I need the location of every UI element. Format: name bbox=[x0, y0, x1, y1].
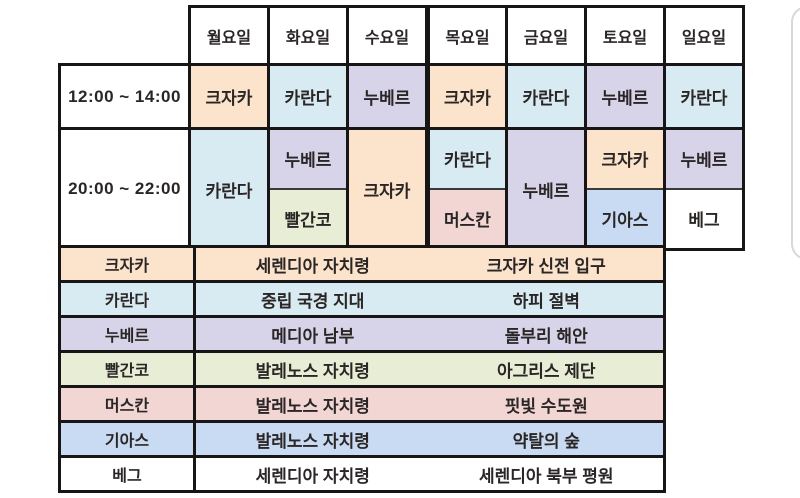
boss-cell: 머스칸 bbox=[426, 187, 508, 251]
boss-cell: 누베르 bbox=[663, 127, 745, 190]
legend-region-left: 세렌디아 자치령 bbox=[193, 455, 430, 493]
legend-row: 누베르 메디아 남부 돌부리 해안 bbox=[58, 315, 666, 353]
legend-boss-name: 카란다 bbox=[58, 280, 196, 318]
legend-boss-name: 머스칸 bbox=[58, 385, 196, 423]
boss-cell: 기아스 bbox=[584, 187, 666, 251]
boss-cell: 누베르 bbox=[505, 127, 587, 251]
boss-cell: 크자카 bbox=[426, 63, 508, 130]
legend-region-right: 약탈의 숲 bbox=[429, 420, 666, 458]
day-header-mon: 월요일 bbox=[188, 5, 270, 66]
boss-cell: 카란다 bbox=[267, 63, 349, 130]
corner-blank-cell bbox=[59, 6, 190, 65]
legend-region-right: 세렌디아 북부 평원 bbox=[429, 455, 666, 493]
legend-region-left: 메디아 남부 bbox=[193, 315, 430, 353]
legend-region-left: 세렌디아 자치령 bbox=[193, 245, 430, 283]
legend-region-left: 중립 국경 지대 bbox=[193, 280, 430, 318]
legend-row: 빨간코 발레노스 자치령 아그리스 제단 bbox=[58, 350, 666, 388]
legend-row: 크자카 세렌디아 자치령 크자카 신전 입구 bbox=[58, 245, 666, 283]
day-header-tue: 화요일 bbox=[267, 5, 349, 66]
day-header-sun: 일요일 bbox=[663, 5, 745, 66]
boss-cell: 크자카 bbox=[346, 127, 430, 251]
boss-cell: 크자카 bbox=[584, 127, 666, 190]
boss-cell: 카란다 bbox=[426, 127, 508, 190]
boss-cell: 베그 bbox=[663, 187, 745, 251]
legend-region-right: 아그리스 제단 bbox=[429, 350, 666, 388]
boss-cell: 크자카 bbox=[188, 63, 270, 130]
boss-cell: 누베르 bbox=[346, 63, 430, 130]
boss-cell: 카란다 bbox=[663, 63, 745, 130]
time-slot-label: 20:00 ~ 22:00 bbox=[58, 127, 191, 251]
boss-schedule-table: 월요일 화요일 수요일 목요일 금요일 토요일 일요일 12:00 ~ 14:0… bbox=[58, 5, 745, 251]
day-header-wed: 수요일 bbox=[346, 5, 430, 66]
boss-cell: 빨간코 bbox=[267, 187, 349, 251]
day-header-thu: 목요일 bbox=[426, 5, 508, 66]
day-header-fri: 금요일 bbox=[505, 5, 587, 66]
legend-region-left: 발레노스 자치령 bbox=[193, 420, 430, 458]
day-header-sat: 토요일 bbox=[584, 5, 666, 66]
legend-region-right: 하피 절벽 bbox=[429, 280, 666, 318]
legend-row: 베그 세렌디아 자치령 세렌디아 북부 평원 bbox=[58, 455, 666, 493]
legend-row: 기아스 발레노스 자치령 약탈의 숲 bbox=[58, 420, 666, 458]
legend-boss-name: 기아스 bbox=[58, 420, 196, 458]
legend-row: 카란다 중립 국경 지대 하피 절벽 bbox=[58, 280, 666, 318]
time-slot-label: 12:00 ~ 14:00 bbox=[58, 63, 191, 130]
boss-legend-table: 크자카 세렌디아 자치령 크자카 신전 입구 카란다 중립 국경 지대 하피 절… bbox=[58, 245, 666, 493]
legend-boss-name: 누베르 bbox=[58, 315, 196, 353]
legend-region-left: 발레노스 자치령 bbox=[193, 385, 430, 423]
legend-region-left: 발레노스 자치령 bbox=[193, 350, 430, 388]
legend-boss-name: 베그 bbox=[58, 455, 196, 493]
legend-row: 머스칸 발레노스 자치령 핏빛 수도원 bbox=[58, 385, 666, 423]
boss-cell: 누베르 bbox=[584, 63, 666, 130]
boss-cell: 카란다 bbox=[505, 63, 587, 130]
legend-boss-name: 크자카 bbox=[58, 245, 196, 283]
legend-boss-name: 빨간코 bbox=[58, 350, 196, 388]
boss-cell: 카란다 bbox=[188, 127, 270, 251]
legend-region-right: 핏빛 수도원 bbox=[429, 385, 666, 423]
adjacent-card-edge bbox=[791, 6, 800, 260]
boss-cell: 누베르 bbox=[267, 127, 349, 190]
legend-region-right: 크자카 신전 입구 bbox=[429, 245, 666, 283]
legend-region-right: 돌부리 해안 bbox=[429, 315, 666, 353]
